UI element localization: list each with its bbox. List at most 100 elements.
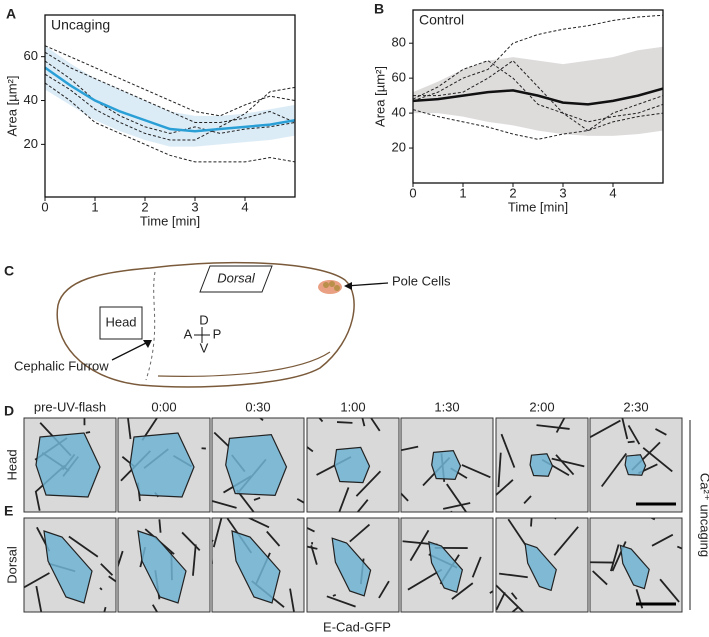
membrane: [510, 592, 518, 600]
micrograph: [212, 518, 304, 612]
arrow: [111, 341, 149, 361]
membrane: [461, 464, 491, 479]
row-label: Head: [4, 449, 19, 480]
membrane: [253, 496, 261, 501]
membrane: [332, 593, 337, 597]
membrane: [355, 470, 382, 497]
image-frame: [589, 417, 683, 513]
trace: [413, 60, 663, 123]
micrograph: [590, 518, 682, 612]
membrane: [500, 433, 516, 468]
cell: [624, 454, 647, 476]
membrane: [108, 575, 116, 583]
time-label: 2:30: [623, 399, 648, 414]
pole-cells-label: Pole Cells: [392, 273, 451, 288]
membrane: [356, 499, 369, 512]
mean-line: [413, 87, 663, 106]
time-label: 0:00: [151, 399, 176, 414]
membrane: [85, 431, 91, 434]
membrane: [507, 518, 527, 546]
membrane: [213, 431, 230, 448]
trace: [45, 51, 295, 123]
membrane: [100, 563, 114, 576]
membrane: [642, 447, 673, 473]
membrane: [442, 502, 471, 510]
micrograph: [401, 518, 493, 612]
membrane: [555, 418, 566, 433]
cell: [331, 537, 372, 597]
cell: [333, 446, 371, 484]
micrograph: [590, 418, 682, 512]
y-axis-title: Area [µm²]: [372, 66, 387, 127]
pole-cell: [329, 281, 335, 287]
membrane: [181, 531, 201, 552]
membrane: [627, 440, 635, 444]
membrane: [296, 498, 304, 504]
dorsal-label: Dorsal: [217, 270, 256, 285]
y-tick-label: 80: [392, 35, 406, 50]
cell: [524, 542, 557, 592]
x-tick-label: 3: [191, 199, 198, 214]
image-frame: [495, 417, 589, 513]
trace: [413, 14, 663, 102]
cell: [431, 449, 462, 481]
membrane: [530, 518, 533, 527]
panel-label: C: [4, 263, 14, 279]
image-frame: [211, 417, 305, 513]
membrane: [212, 518, 223, 548]
side-label: Ca²⁺ uncaging: [698, 473, 709, 557]
cell: [225, 433, 288, 497]
chart-title: Control: [419, 12, 464, 28]
membrane: [127, 418, 132, 440]
y-tick-label: 40: [392, 105, 406, 120]
axis-label: P: [213, 326, 222, 341]
y-tick-label: 60: [392, 70, 406, 85]
panel-label: A: [6, 6, 16, 22]
cell: [619, 544, 650, 590]
image-frame: [495, 517, 589, 613]
ventral-furrow: [157, 351, 331, 377]
membrane: [35, 585, 43, 612]
row-label: Dorsal: [4, 546, 19, 584]
membrane: [99, 587, 103, 591]
cell: [428, 540, 464, 593]
image-frame: [400, 417, 494, 513]
membrane: [247, 518, 270, 529]
cephalic-furrow-label: Cephalic Furrow: [14, 358, 109, 373]
membrane: [401, 445, 419, 452]
membrane: [592, 570, 608, 586]
pole-cell: [323, 282, 329, 288]
y-axis-title: Area [µm²]: [4, 76, 19, 137]
x-tick-label: 2: [509, 185, 516, 200]
panel-label: B: [374, 1, 384, 17]
arrow-head: [344, 282, 352, 290]
membrane: [446, 483, 468, 512]
x-tick-label: 3: [559, 185, 566, 200]
embryo-outline: [56, 261, 355, 388]
image-frame: [306, 517, 400, 613]
mean-line: [45, 66, 295, 133]
membrane: [318, 418, 324, 423]
membrane: [378, 580, 390, 599]
panel-label: D: [4, 403, 14, 419]
membrane: [600, 452, 628, 488]
band: [413, 46, 663, 136]
membrane: [118, 550, 124, 569]
membrane: [621, 418, 629, 440]
axis-label: A: [184, 326, 193, 341]
arrow-head: [143, 340, 152, 348]
membrane: [266, 530, 281, 547]
pole-cell: [334, 285, 340, 291]
membrane: [68, 535, 99, 558]
axis-label: D: [199, 312, 208, 327]
membrane: [24, 572, 50, 589]
micrograph: [307, 518, 399, 612]
membrane: [401, 492, 409, 502]
membrane: [523, 495, 532, 504]
micrograph: [24, 418, 116, 512]
cell: [137, 530, 187, 604]
cell: [43, 530, 93, 604]
caption: E-Cad-GFP: [323, 619, 391, 634]
membrane: [553, 526, 579, 556]
x-tick-label: 1: [459, 185, 466, 200]
